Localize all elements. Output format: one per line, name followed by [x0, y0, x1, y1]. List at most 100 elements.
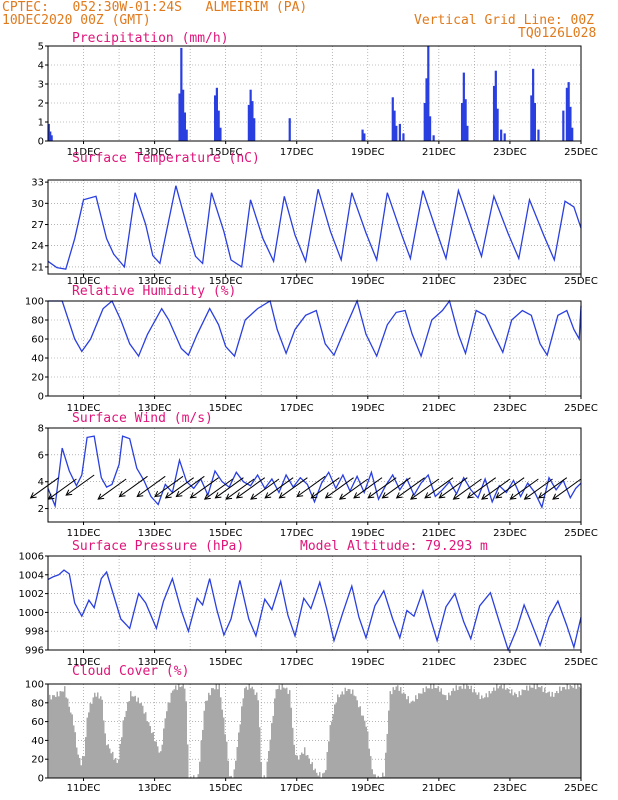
y-tick-label: 30 [31, 199, 44, 210]
cloud-bar [268, 750, 270, 778]
wind-arrow [524, 478, 553, 500]
precip-bar [219, 127, 222, 141]
cloud-bar [187, 744, 189, 778]
x-tick-label: 17DEC [280, 528, 314, 539]
panel-title: Surface Temperature (nC) [72, 151, 260, 166]
cloud-bar [226, 741, 228, 778]
wind-arrowhead [481, 493, 488, 500]
wind-arrow [176, 475, 205, 497]
wind-arrowhead [523, 493, 531, 500]
wind-arrowhead [175, 490, 183, 498]
cloud-bar [374, 774, 376, 778]
y-tick-label: 2 [38, 99, 44, 110]
cloud-bar [424, 692, 426, 778]
panel-title: Surface Pressure (hPa) [72, 539, 244, 554]
cloud-bar [155, 741, 157, 778]
cloud-bar [494, 690, 496, 778]
cloud-bar [547, 692, 549, 778]
panel-title: Relative Humidity (%) [72, 284, 236, 299]
wind-arrowhead [214, 492, 222, 499]
cloud-bar [172, 690, 174, 778]
cloud-bar [223, 717, 225, 778]
wind-arrow [538, 477, 568, 499]
cloud-bar [349, 689, 351, 778]
precip-bar [530, 95, 533, 141]
precip-bar [466, 125, 469, 141]
cloud-bar [220, 697, 222, 778]
cloud-bar [416, 699, 418, 778]
cloud-bar [260, 761, 262, 778]
y-tick-label: 27 [31, 220, 44, 231]
cloud-bar [250, 688, 252, 778]
wind-arrowhead [424, 492, 432, 499]
cloud-bar [128, 701, 130, 778]
wind-arrow [552, 478, 582, 500]
cloud-bar [461, 688, 463, 778]
panel-title: Surface Wind (m/s) [72, 411, 213, 426]
precip-bar [567, 82, 570, 141]
cloud-bar [526, 685, 528, 778]
cloud-bar [541, 685, 543, 778]
cloud-bar [202, 729, 204, 778]
cloud-bar [152, 732, 154, 778]
cloud-bar [482, 698, 484, 778]
y-tick-label: 21 [31, 262, 44, 273]
cloud-bar [242, 698, 244, 778]
precip-bar [249, 89, 252, 141]
cloud-bar [481, 695, 483, 778]
cloud-bar [443, 694, 445, 778]
series-line [47, 435, 582, 510]
cloud-bar [488, 691, 490, 778]
precip-bar [503, 133, 506, 141]
wind-arrow [225, 478, 255, 500]
cloud-bar [49, 694, 51, 778]
cloud-bar [476, 694, 478, 778]
wind-arrow [382, 477, 411, 499]
cloud-bar [575, 688, 577, 778]
cloud-bar [283, 687, 285, 778]
cloud-bar [445, 695, 447, 778]
cloud-bar [466, 684, 468, 778]
y-tick-label: 1002 [19, 589, 44, 600]
panel-1: 21 24 27 30 33 11DEC 13DEC 15DEC 17DEC 19DEC 21DEC… [31, 151, 598, 287]
cloud-bar [127, 702, 129, 778]
cloud-bar [371, 769, 373, 778]
wind-arrowhead [466, 492, 474, 499]
cloud-bar [563, 687, 565, 778]
cloud-bar [572, 687, 574, 778]
cloud-bar [343, 694, 345, 778]
y-tick-label: 2 [38, 504, 44, 515]
wind-arrow [495, 477, 525, 499]
wind-arrowhead [338, 493, 346, 500]
cloud-bar [559, 686, 561, 778]
cloud-bar [68, 706, 70, 778]
wind-arrow [204, 478, 234, 500]
x-tick-label: 17DEC [280, 147, 314, 158]
cloud-bar [161, 744, 163, 778]
precip-bar [565, 87, 568, 141]
wind-arrow [410, 478, 440, 500]
x-tick-label: 19DEC [351, 657, 385, 668]
cloud-bar [280, 689, 282, 778]
cloud-bar [212, 688, 214, 778]
cloud-bar [341, 691, 343, 778]
cloud-bar [358, 707, 360, 778]
cloud-bar [274, 698, 276, 778]
cloud-bar [253, 689, 255, 778]
precip-bar [393, 110, 396, 141]
cloud-bar [205, 700, 207, 778]
wind-arrow [65, 474, 95, 496]
cloud-bar [238, 732, 240, 778]
precip-bar [251, 101, 254, 141]
cloud-bar [367, 731, 369, 778]
cloud-bar [314, 768, 316, 778]
precip-bar [402, 133, 405, 141]
x-tick-label: 15DEC [209, 528, 243, 539]
cloud-bar [137, 697, 139, 778]
cloud-bar [391, 694, 393, 778]
cloud-bar [518, 691, 520, 778]
x-tick-label: 21DEC [422, 147, 456, 158]
cloud-bar [382, 772, 384, 778]
cloud-bar [521, 689, 523, 778]
cloud-bar [338, 697, 340, 778]
